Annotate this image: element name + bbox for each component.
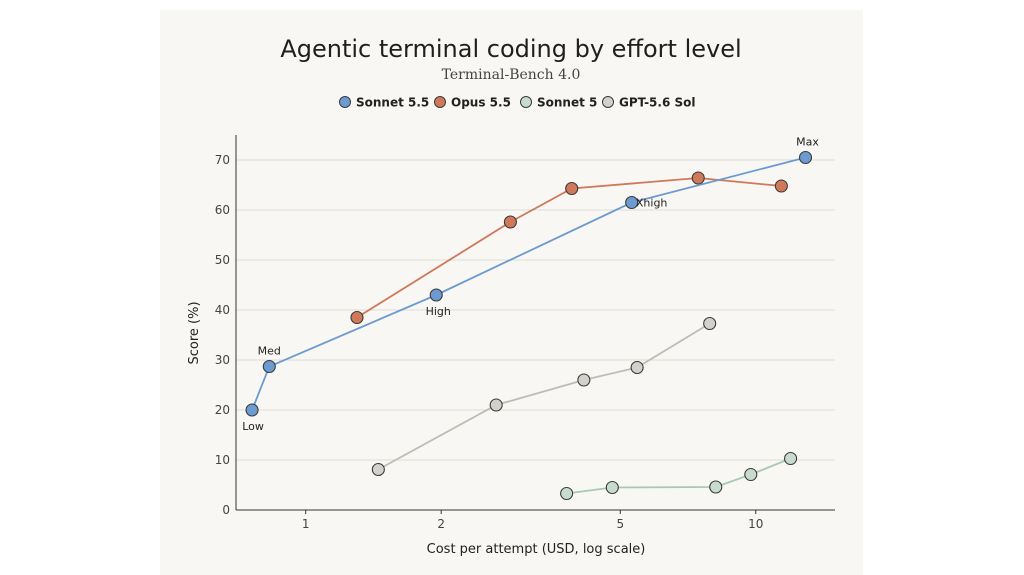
legend-label: GPT-5.6 Sol <box>619 96 695 110</box>
legend-item: Opus 5.5 <box>434 96 511 110</box>
y-tick-label: 70 <box>215 153 230 167</box>
y-tick-label: 0 <box>222 503 230 517</box>
point-label: Xhigh <box>636 197 668 210</box>
legend-label: Sonnet 5.5 <box>356 96 429 110</box>
point-label: High <box>426 305 451 318</box>
legend-label: Opus 5.5 <box>451 96 511 110</box>
y-tick-label: 30 <box>215 353 230 367</box>
chart-card: Agentic terminal coding by effort level … <box>160 10 863 575</box>
y-axis-label: Score (%) <box>187 301 202 364</box>
data-point <box>565 181 579 196</box>
series-sonnet-5-5: Low Med High Xhigh Max <box>242 136 819 434</box>
legend-item: Sonnet 5 <box>520 96 597 110</box>
x-tick-label: 10 <box>748 517 763 531</box>
legend-item: Sonnet 5.5 <box>339 96 429 110</box>
series-gpt-5-6-sol <box>371 316 717 477</box>
legend-label: Sonnet 5 <box>537 96 597 110</box>
data-point <box>489 398 503 412</box>
data-point <box>605 480 619 495</box>
data-point <box>744 467 758 482</box>
axes: 0 10 20 30 40 50 60 70 1 2 5 10 <box>215 135 835 531</box>
y-tick-label: 40 <box>215 303 230 317</box>
point-label: Max <box>796 136 819 149</box>
y-tick-label: 20 <box>215 403 230 417</box>
series-line <box>251 156 806 411</box>
data-point <box>709 480 723 494</box>
data-point <box>429 288 443 302</box>
legend: Sonnet 5.5 Opus 5.5 Sonnet 5 GPT-5.6 Sol <box>339 96 695 110</box>
x-tick-label: 2 <box>437 517 445 531</box>
legend-marker <box>434 96 446 108</box>
series-line <box>356 177 782 319</box>
y-tick-label: 10 <box>215 453 230 467</box>
data-point <box>350 310 364 325</box>
series-line <box>377 322 711 471</box>
data-point <box>503 215 517 229</box>
data-point <box>625 195 639 210</box>
data-point <box>245 403 259 417</box>
data-point <box>577 373 591 387</box>
data-point <box>703 316 717 331</box>
x-tick-label: 5 <box>616 517 624 531</box>
x-axis-label: Cost per attempt (USD, log scale) <box>427 542 646 557</box>
y-tick-label: 60 <box>215 203 230 217</box>
chart-svg: Agentic terminal coding by effort level … <box>187 35 835 557</box>
legend-marker <box>602 96 614 108</box>
data-point <box>798 150 813 165</box>
series-layer: Low Med High Xhigh Max <box>242 136 819 501</box>
x-tick-label: 1 <box>302 517 310 531</box>
chart-subtitle: Terminal-Bench 4.0 <box>442 67 581 83</box>
legend-marker <box>520 96 532 108</box>
data-point <box>630 360 644 375</box>
data-point <box>560 486 574 501</box>
point-label: Med <box>258 345 281 358</box>
data-point <box>262 359 276 374</box>
data-point <box>774 179 788 193</box>
point-label: Low <box>242 420 264 433</box>
data-point <box>691 171 705 185</box>
series-opus-5-5 <box>350 171 788 325</box>
data-point <box>784 451 798 466</box>
data-point <box>371 462 385 477</box>
y-tick-label: 50 <box>215 253 230 267</box>
grid <box>236 159 835 461</box>
chart-title: Agentic terminal coding by effort level <box>280 35 741 63</box>
legend-marker <box>339 96 351 108</box>
legend-item: GPT-5.6 Sol <box>602 96 695 110</box>
series-sonnet-5 <box>560 451 798 501</box>
